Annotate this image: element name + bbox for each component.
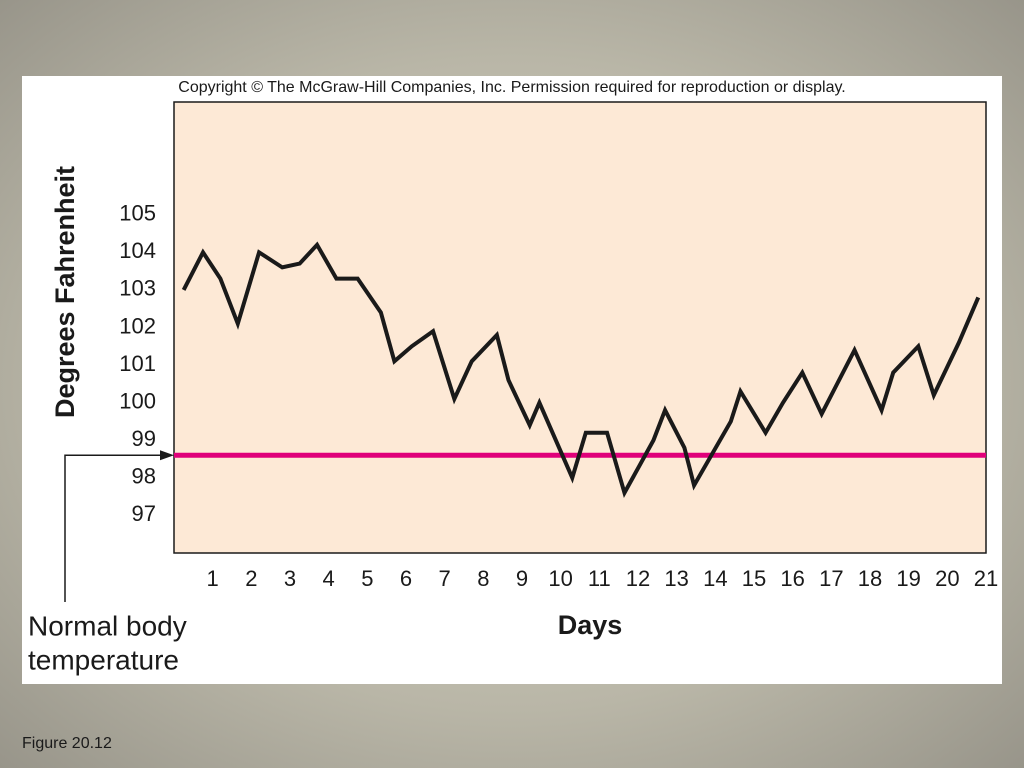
reference-label: Normal body [28, 610, 187, 641]
data-line [181, 241, 981, 499]
plot-area [173, 101, 987, 554]
x-tick-label: 9 [516, 566, 528, 591]
x-tick-label: 3 [284, 566, 296, 591]
x-tick-label: 10 [548, 566, 572, 591]
x-tick-label: 19 [896, 566, 920, 591]
y-tick-label: 104 [119, 238, 156, 263]
y-tick-label: 98 [132, 464, 156, 489]
x-tick-label: 4 [323, 566, 335, 591]
x-axis-label: Days [558, 610, 623, 640]
reference-label: temperature [28, 644, 179, 675]
pointer-arrow [64, 454, 165, 602]
x-tick-label: 2 [245, 566, 257, 591]
x-tick-label: 13 [664, 566, 688, 591]
y-tick-label: 101 [119, 351, 156, 376]
arrow-head [160, 450, 174, 461]
y-axis-label: Degrees Fahrenheit [50, 166, 80, 418]
x-tick-label: 6 [400, 566, 412, 591]
y-tick-label: 100 [119, 388, 156, 413]
x-tick-label: 12 [626, 566, 650, 591]
x-tick-label: 14 [703, 566, 727, 591]
x-tick-label: 7 [439, 566, 451, 591]
y-tick-label: 102 [119, 313, 156, 338]
x-tick-label: 17 [819, 566, 843, 591]
y-tick-label: 97 [132, 501, 156, 526]
x-tick-label: 15 [742, 566, 766, 591]
x-tick-label: 1 [207, 566, 219, 591]
figure-caption: Figure 20.12 [22, 735, 112, 752]
x-tick-label: 11 [588, 566, 611, 591]
x-tick-label: 21 [974, 566, 998, 591]
y-tick-label: 103 [119, 276, 156, 301]
x-tick-label: 20 [935, 566, 959, 591]
x-tick-label: 18 [858, 566, 882, 591]
x-tick-label: 5 [361, 566, 373, 591]
y-tick-label: 99 [132, 426, 156, 451]
y-tick-label: 105 [119, 201, 156, 226]
x-tick-label: 16 [780, 566, 804, 591]
x-tick-label: 8 [477, 566, 489, 591]
copyright: Copyright © The McGraw-Hill Companies, I… [178, 79, 845, 96]
